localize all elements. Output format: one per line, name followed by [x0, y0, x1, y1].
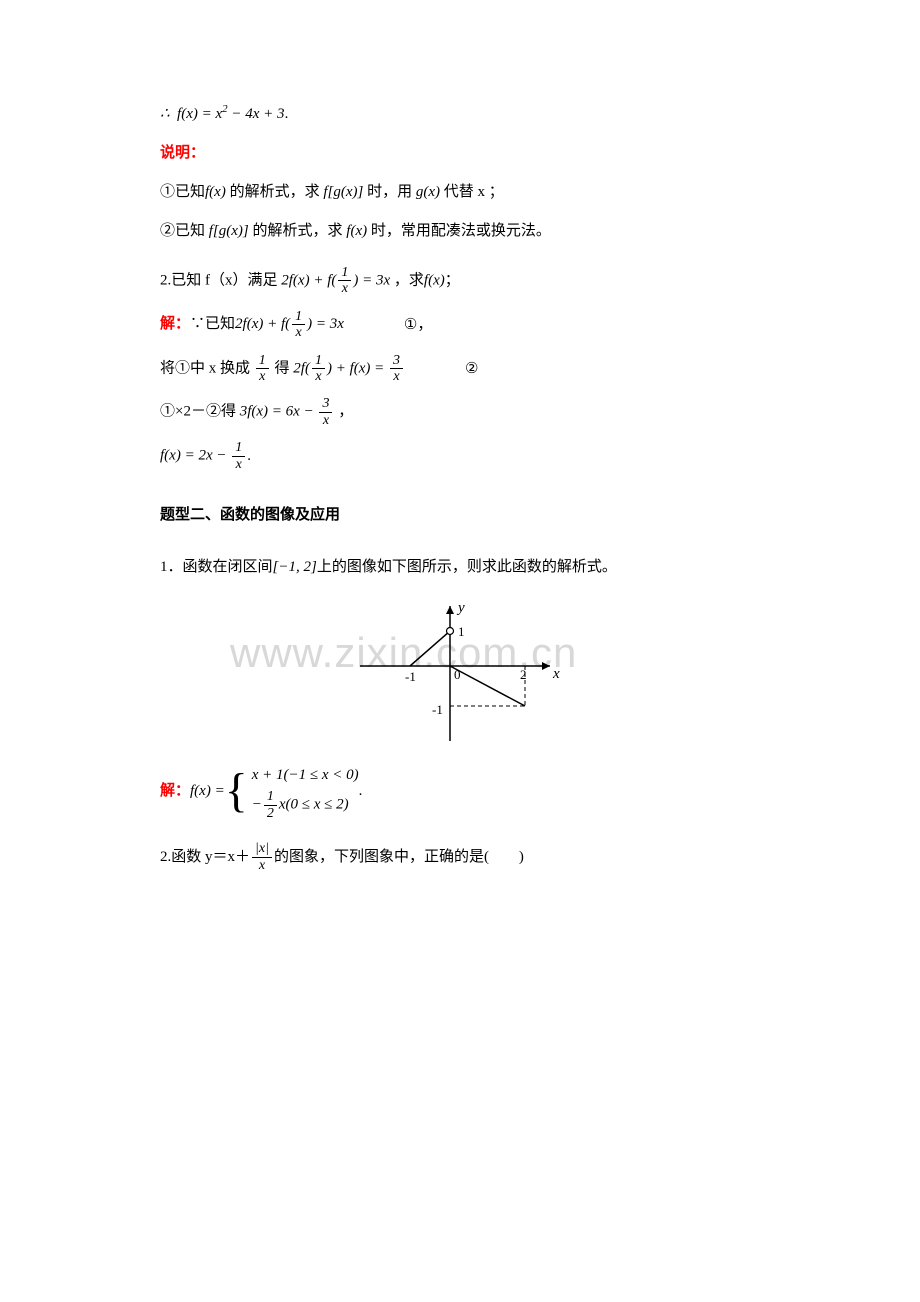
svg-text:-1: -1 [405, 669, 416, 684]
explanation-label: 说明： [160, 140, 205, 167]
solve-label-2: 解： [160, 778, 190, 805]
conclusion-line: ∴ f(x) = x2 − 4x + 3 . [160, 100, 760, 128]
conclusion-formula: f(x) = x2 − 4x + 3 [177, 100, 285, 128]
therefore-symbol: ∴ [160, 101, 170, 128]
explanation-block: 说明： ①已知f(x) 的解析式，求 f[g(x)] 时，用 g(x) 代替 x… [160, 140, 760, 245]
svg-text:x: x [552, 666, 560, 682]
period: . [285, 101, 289, 128]
eq-number-1: ①， [404, 311, 432, 338]
section2-problem2: 2.函数 y＝x＋ |x|x 的图象，下列图象中，正确的是( ) [160, 841, 760, 873]
section2-problem1: 1．函数在闭区间 [−1, 2] 上的图像如下图所示，则求此函数的解析式。 y … [160, 554, 760, 821]
result: f(x) = 2x − 1x [160, 440, 247, 472]
explanation-item1: ①已知f(x) 的解析式，求 f[g(x)] 时，用 g(x) 代替 x ； [160, 179, 504, 206]
eq-number-2: ② [465, 355, 478, 382]
step2: 将①中 x 换成 1x 得 2f(1x) + f(x) = 3x [160, 353, 405, 385]
solve-label: 解： [160, 311, 190, 338]
svg-text:y: y [456, 600, 465, 616]
problem2a-statement: 2.已知 f（x）满足 2f(x) + f(1x) = 3x ，求f(x)； [160, 265, 460, 297]
svg-text:-1: -1 [432, 702, 443, 717]
piecewise-function: { x + 1(−1 ≤ x < 0) −12x(0 ≤ x ≤ 2) [225, 761, 359, 821]
section-2-title: 题型二、函数的图像及应用 [160, 502, 760, 529]
svg-text:2: 2 [520, 667, 527, 682]
step3: ①×2－②得 3f(x) = 6x − 3x ， [160, 396, 353, 428]
svg-text:1: 1 [458, 624, 465, 639]
explanation-item2: ②已知 f[g(x)] 的解析式，求 f(x) 时，常用配凑法或换元法。 [160, 218, 551, 245]
problem-2a: 2.已知 f（x）满足 2f(x) + f(1x) = 3x ，求f(x)； 解… [160, 265, 760, 472]
because-text: ∵已知 [190, 311, 235, 338]
function-graph: y x 0 -1 2 1 -1 [160, 596, 760, 746]
